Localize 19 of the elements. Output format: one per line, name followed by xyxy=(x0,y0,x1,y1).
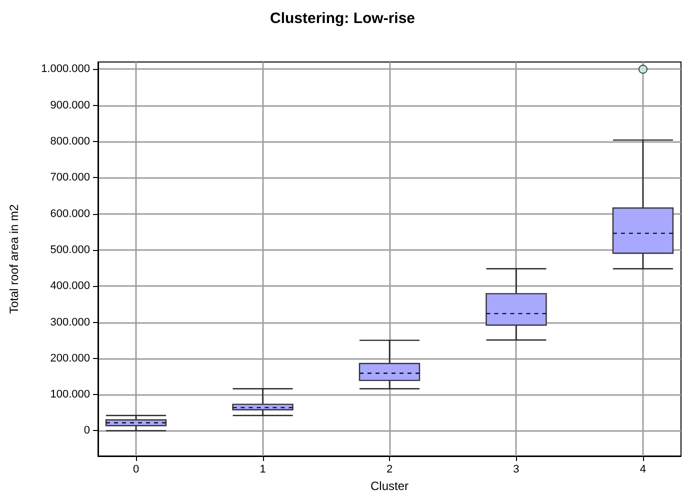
x-axis-title: Cluster xyxy=(370,478,409,493)
x-tick-label: 0 xyxy=(132,464,140,476)
y-tick-label: 400.000 xyxy=(50,280,90,292)
y-tick-label: 200.000 xyxy=(50,352,90,364)
x-tick-label: 2 xyxy=(386,464,393,476)
y-tick-label: 700.000 xyxy=(50,172,90,184)
y-tick-label: 0 xyxy=(84,424,90,437)
y-tick-label: 600.000 xyxy=(50,208,90,220)
y-tick-label: 300.000 xyxy=(50,316,90,328)
y-tick-label: 900.000 xyxy=(50,99,90,112)
x-tick-label: 4 xyxy=(640,464,646,476)
chart-title: Clustering: Low-rise xyxy=(270,10,416,27)
y-axis-title: Total roof area in m2 xyxy=(7,204,21,314)
x-tick-label: 3 xyxy=(513,464,520,476)
y-tick-label: 500.000 xyxy=(50,244,90,256)
y-tick-label: 1.000.000 xyxy=(41,63,90,76)
y-tick-label: 800.000 xyxy=(50,136,90,148)
x-tick-label: 1 xyxy=(260,464,266,476)
y-tick-label: 100.000 xyxy=(50,388,90,401)
